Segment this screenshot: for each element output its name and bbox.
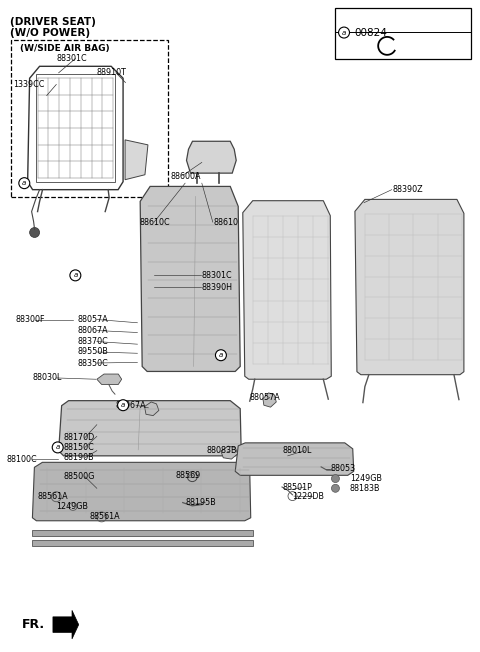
Text: 1229DB: 1229DB: [292, 492, 324, 501]
Text: 88501P: 88501P: [283, 482, 313, 492]
Text: 88010L: 88010L: [283, 446, 312, 455]
Text: a: a: [56, 445, 60, 451]
Polygon shape: [235, 443, 354, 475]
Text: 88610: 88610: [214, 218, 239, 227]
Polygon shape: [243, 201, 331, 379]
Text: 88301C: 88301C: [202, 271, 232, 280]
Text: FR.: FR.: [22, 618, 45, 631]
Text: (W/SIDE AIR BAG): (W/SIDE AIR BAG): [20, 44, 109, 53]
Bar: [336, 8, 471, 59]
Circle shape: [118, 400, 129, 411]
Circle shape: [332, 475, 339, 482]
Text: 1249GB: 1249GB: [56, 502, 88, 511]
Circle shape: [70, 270, 81, 281]
Text: 88083B: 88083B: [206, 446, 237, 455]
Text: (DRIVER SEAT): (DRIVER SEAT): [10, 17, 96, 27]
Bar: [11, 40, 168, 198]
Text: 88067A: 88067A: [78, 326, 108, 335]
Bar: [33, 529, 253, 536]
Text: 88350C: 88350C: [78, 359, 108, 368]
Text: (W/O POWER): (W/O POWER): [10, 27, 90, 38]
Polygon shape: [59, 401, 241, 456]
Text: 88100C: 88100C: [6, 454, 37, 464]
Text: 88561A: 88561A: [90, 512, 120, 521]
Circle shape: [216, 349, 227, 361]
Text: a: a: [219, 352, 223, 358]
Bar: [36, 74, 115, 182]
Text: 88500G: 88500G: [63, 472, 95, 481]
Polygon shape: [140, 186, 240, 372]
Text: 88150C: 88150C: [63, 443, 94, 452]
Text: 88300F: 88300F: [16, 315, 45, 324]
Polygon shape: [263, 393, 276, 407]
Text: 88195B: 88195B: [185, 498, 216, 507]
Text: 88053: 88053: [331, 464, 356, 473]
Text: 1249GB: 1249GB: [350, 474, 382, 483]
Polygon shape: [355, 200, 464, 375]
Text: 88170D: 88170D: [63, 433, 95, 442]
Text: 88030L: 88030L: [33, 374, 62, 383]
Polygon shape: [144, 402, 159, 415]
Polygon shape: [97, 374, 121, 385]
Polygon shape: [33, 462, 251, 521]
Polygon shape: [125, 140, 148, 180]
Text: 88190B: 88190B: [63, 453, 94, 462]
Text: a: a: [22, 180, 26, 186]
Text: 89550B: 89550B: [78, 348, 108, 357]
Bar: [33, 540, 253, 546]
Circle shape: [30, 228, 39, 237]
Text: 88600A: 88600A: [171, 172, 201, 181]
Text: 88301C: 88301C: [56, 54, 87, 63]
Circle shape: [52, 442, 63, 453]
Text: 1339CC: 1339CC: [13, 80, 45, 89]
Text: 00824: 00824: [355, 27, 387, 38]
Text: 88569: 88569: [176, 471, 201, 480]
Circle shape: [332, 484, 339, 492]
Text: 88561A: 88561A: [37, 492, 68, 501]
Text: 88370C: 88370C: [78, 337, 108, 346]
Text: 88610C: 88610C: [140, 218, 170, 227]
Text: a: a: [121, 402, 125, 408]
Polygon shape: [53, 610, 79, 639]
Text: 88183B: 88183B: [350, 484, 380, 493]
Text: 88390H: 88390H: [202, 282, 233, 291]
Text: 88067A: 88067A: [116, 401, 146, 409]
Text: 88390Z: 88390Z: [393, 185, 423, 194]
Text: a: a: [342, 29, 346, 36]
Polygon shape: [221, 446, 238, 459]
Polygon shape: [187, 141, 236, 173]
Text: 88910T: 88910T: [97, 68, 127, 78]
Text: 88057A: 88057A: [250, 393, 280, 402]
Text: a: a: [73, 273, 77, 278]
Circle shape: [338, 27, 349, 38]
Circle shape: [19, 178, 30, 188]
Text: 88057A: 88057A: [78, 315, 108, 324]
